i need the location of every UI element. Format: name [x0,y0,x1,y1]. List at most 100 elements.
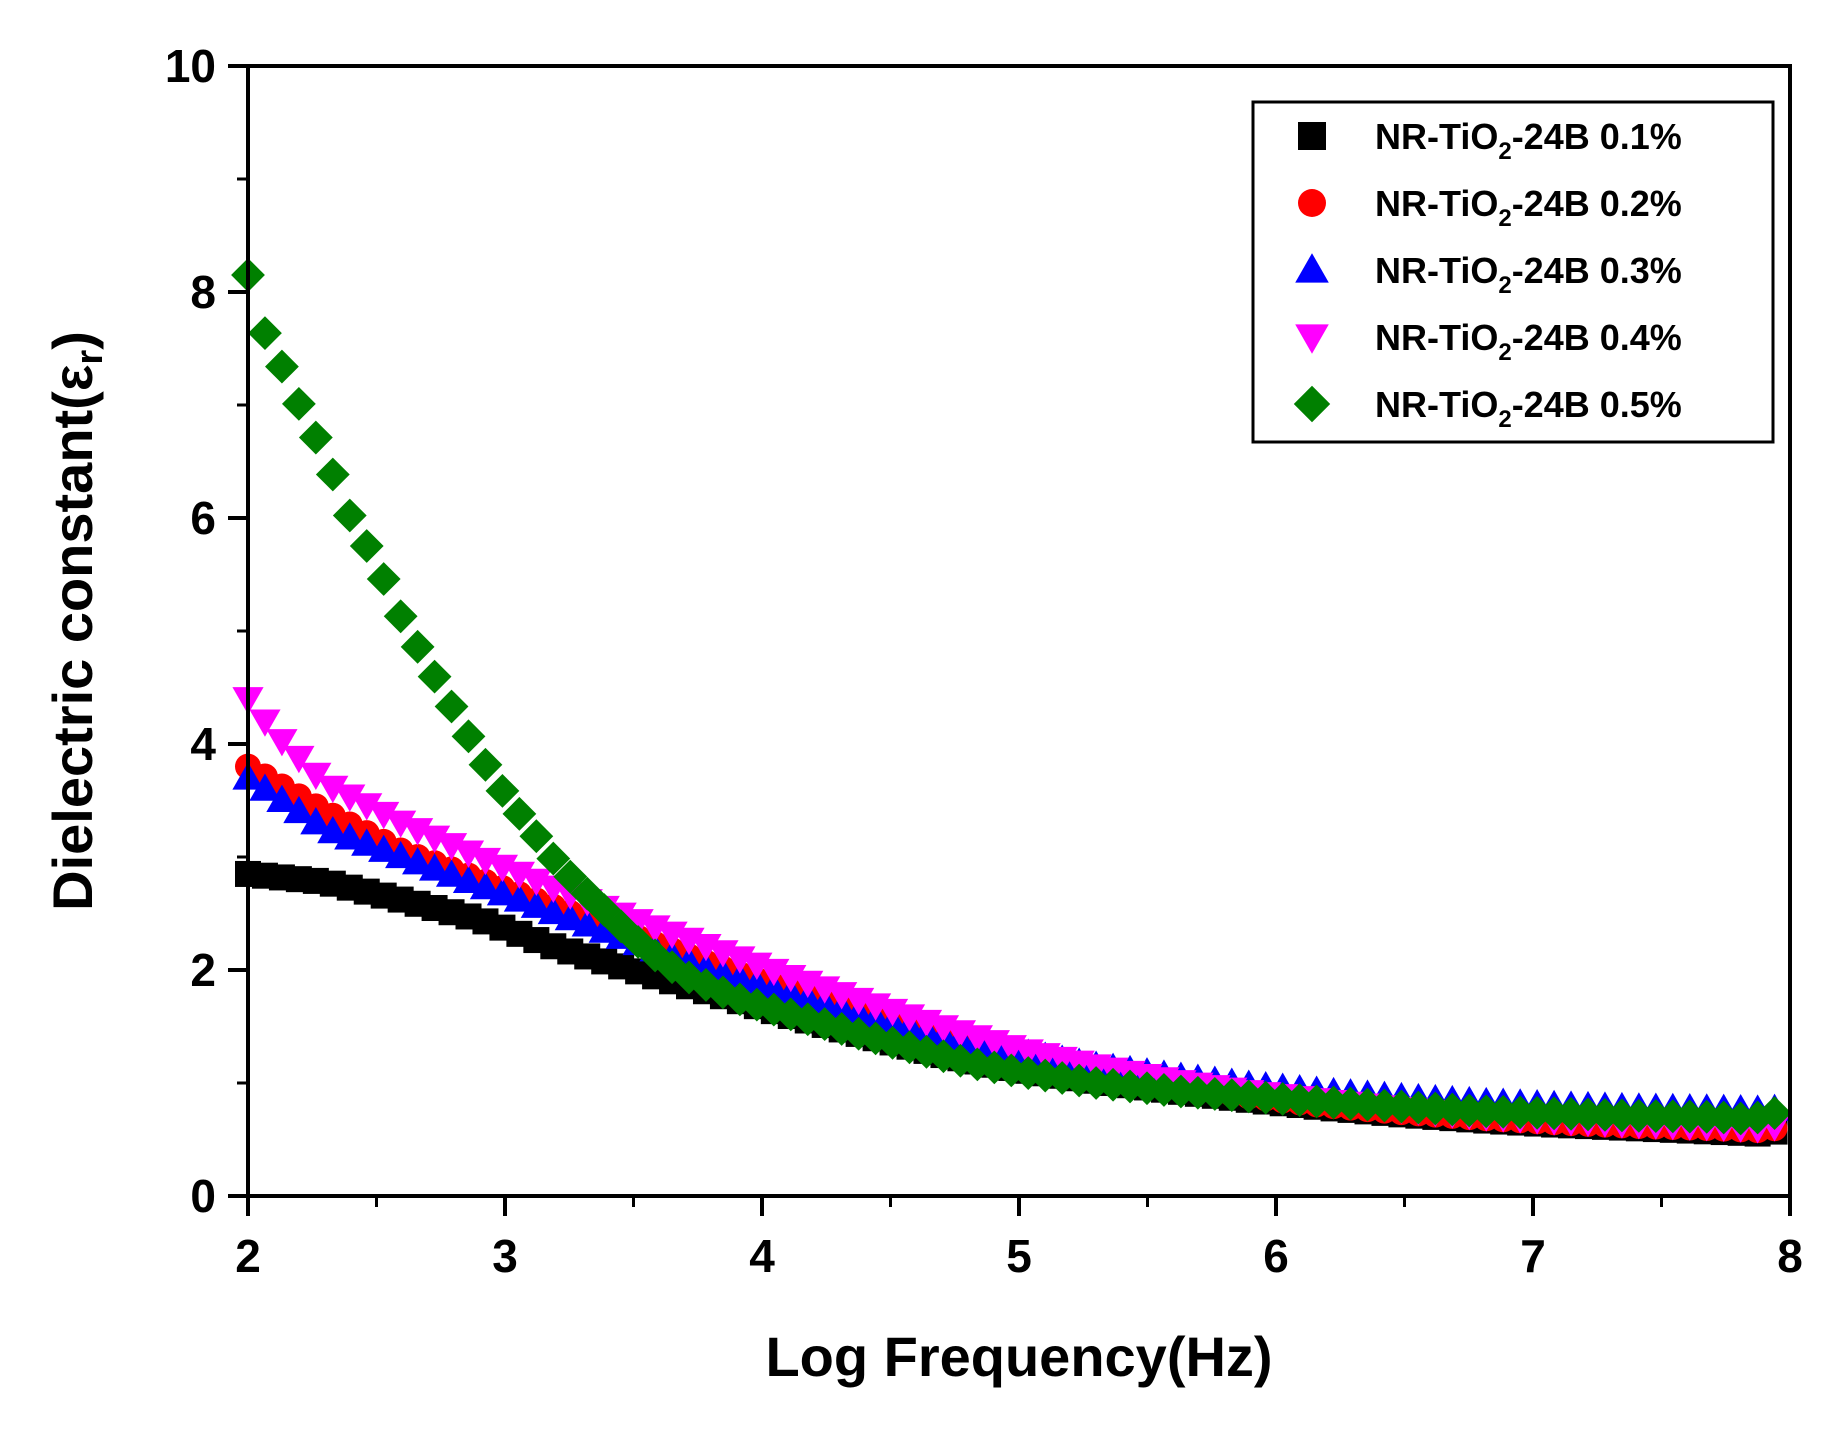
x-tick-label: 8 [1777,1230,1803,1282]
x-tick-label: 7 [1520,1230,1546,1282]
x-axis: 2 3 4 5 6 7 8 [235,1196,1803,1282]
data-point [841,1016,876,1051]
data-point [1011,1056,1046,1090]
legend-box [1251,100,1775,444]
data-point [435,859,468,887]
data-point [536,841,571,876]
data-point [283,745,315,774]
legend-marker [1295,253,1329,283]
series-5 [231,258,1792,1136]
data-point [468,747,503,782]
legend-marker [1295,324,1329,354]
data-point [1469,1094,1504,1129]
data-point [520,868,552,897]
legend-label: NR-TiO2-24B 0.1% [1375,116,1682,165]
legend-marker [1298,122,1326,150]
data-point [1214,1078,1249,1113]
data-point [1757,1096,1792,1130]
data-point [537,896,569,925]
data-point [588,915,620,943]
y-tick-label: 6 [190,492,216,544]
legend-item: NR-TiO2-24B 0.4% [1295,317,1682,366]
data-point [960,1047,995,1082]
data-point [571,909,603,937]
legend: NR-TiO2-24B 0.1% NR-TiO2-24B 0.2% NR-TiO2-… [1251,100,1775,444]
data-point [943,1043,978,1078]
y-axis-title-symbol: ε [41,365,104,392]
data-point [368,834,400,862]
data-point [385,840,417,869]
data-point [469,871,502,900]
legend-marker [1293,385,1331,423]
data-point [248,316,282,351]
data-point [892,1030,927,1065]
data-point [351,793,383,821]
data-point [351,828,383,856]
data-point [383,599,418,634]
data-point [519,819,554,854]
x-tick-label: 5 [1006,1230,1032,1282]
legend-marker [1298,189,1326,217]
data-point [553,859,588,894]
y-axis: 0 2 4 6 8 10 [165,40,248,1222]
data-point [875,1025,910,1060]
data-point [266,729,298,757]
legend-label: NR-TiO2-24B 0.2% [1375,183,1682,232]
y-tick-label: 10 [165,40,216,92]
data-point [520,890,552,918]
data-point [1740,1100,1775,1135]
data-point [503,884,535,912]
data-point [249,709,281,737]
y-tick-label: 8 [190,266,216,318]
y-tick-label: 4 [190,718,216,770]
data-point [486,854,519,883]
data-point [434,689,469,724]
data-point [283,795,315,824]
y-axis-title: Dielectric constant(εr) [41,331,111,911]
y-axis-title-text: Dielectric constant( [41,391,104,911]
data-point [824,1012,859,1046]
data-point [1638,1099,1673,1133]
data-point [315,457,350,492]
data-point [807,1007,842,1041]
y-axis-title-subscript: r [69,350,111,365]
data-point [486,878,519,906]
x-tick-label: 2 [235,1230,261,1282]
data-point [417,659,452,694]
data-point [265,349,299,384]
data-point [1316,1085,1351,1120]
plot-points [231,258,1792,1147]
legend-label: NR-TiO2-24B 0.3% [1375,250,1682,299]
data-point [1418,1091,1453,1126]
data-point [332,498,367,533]
data-point [418,853,451,881]
data-point [926,1039,961,1074]
data-point [249,773,281,801]
data-point [402,847,434,875]
data-point [554,902,586,931]
data-point [1401,1090,1436,1125]
data-point [368,801,400,830]
legend-item: NR-TiO2-24B 0.5% [1293,384,1682,433]
y-tick-label: 0 [190,1170,216,1222]
data-point [469,847,502,876]
data-point [452,840,485,868]
data-point [452,865,485,893]
data-point [1299,1084,1334,1119]
data-point [1571,1097,1605,1132]
data-point [1655,1099,1690,1134]
data-point [451,719,486,754]
y-axis-title-close: ) [41,331,104,350]
data-point [1164,1074,1198,1109]
data-point [1503,1095,1538,1130]
data-point [334,784,366,812]
data-point [266,784,298,812]
y-tick-label: 2 [190,944,216,996]
data-point [300,807,332,835]
legend-item: NR-TiO2-24B 0.3% [1295,250,1682,299]
data-point [502,796,537,831]
data-point [349,529,384,563]
data-point [1706,1100,1741,1135]
data-point [1350,1087,1385,1122]
